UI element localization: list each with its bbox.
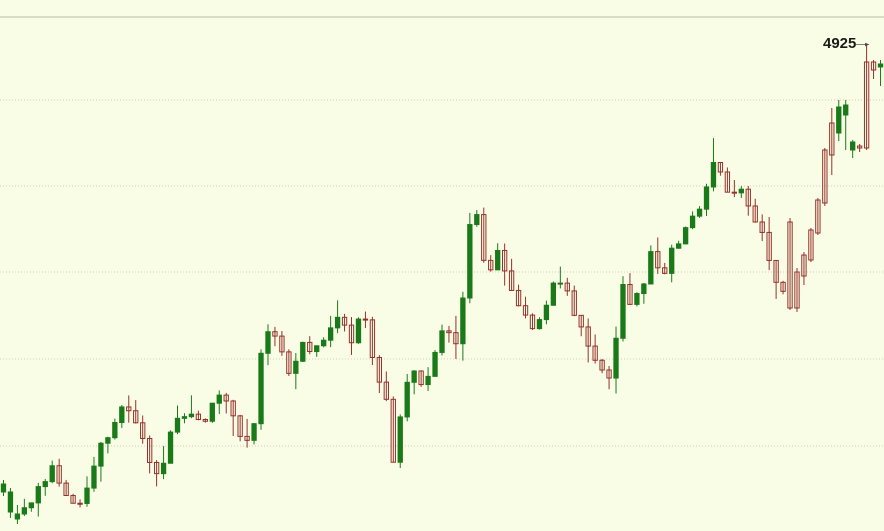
svg-text:4925: 4925 — [823, 35, 856, 52]
